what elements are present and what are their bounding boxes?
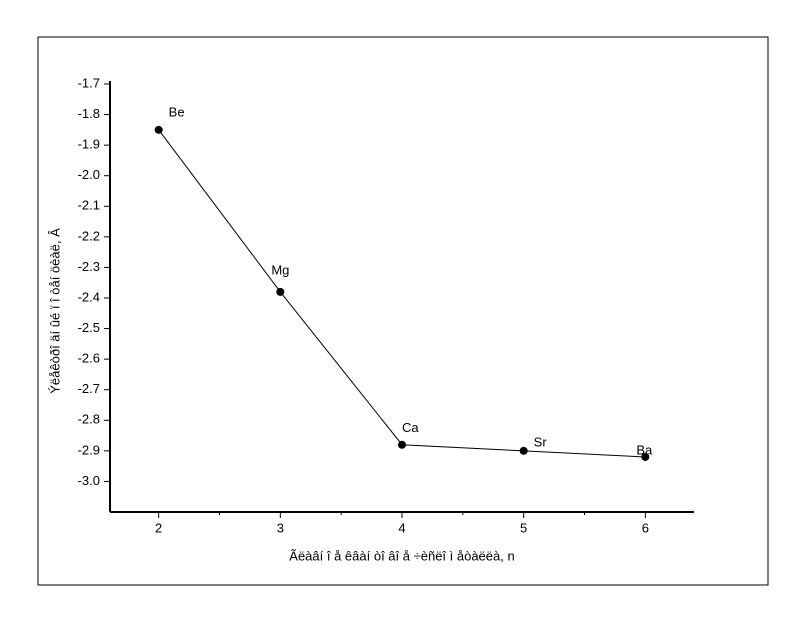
frame <box>37 36 769 586</box>
point <box>154 125 163 134</box>
x-tick-label: 6 <box>642 520 649 535</box>
y-axis-label: Ýëåêòðî äí ûé ï î òåí öèàë, Â <box>47 228 62 394</box>
y-tick-label: -2.7 <box>78 381 100 396</box>
point-label: Sr <box>534 434 548 449</box>
point-label: Ba <box>636 442 653 457</box>
x-tick-label: 4 <box>398 520 405 535</box>
point <box>398 440 406 449</box>
point <box>641 452 650 461</box>
point <box>276 287 285 296</box>
x-tick-label: 5 <box>520 520 527 535</box>
y-tick-label: -1.8 <box>78 106 100 121</box>
x-axis-label: Ãëàâí î å êâàí òî âî å ÷èñëî ì åòàëëà, n <box>289 548 514 563</box>
x-tick-label: 2 <box>155 520 162 535</box>
y-tick-label: -3.0 <box>78 473 100 488</box>
line <box>158 129 646 458</box>
y-tick-label: -2.6 <box>78 351 100 366</box>
y-tick-label: -2.2 <box>78 228 100 243</box>
y-tick-label: -1.9 <box>78 137 100 152</box>
point-label: Ca <box>402 420 419 435</box>
point <box>519 446 528 455</box>
y-tick-label: -2.1 <box>78 198 100 213</box>
y-tick-label: -2.3 <box>78 259 100 274</box>
y-tick-label: -2.8 <box>78 412 100 427</box>
y-tick-label: -2.0 <box>78 167 100 182</box>
y-tick-label: -2.4 <box>78 289 100 304</box>
y-tick-label: -2.9 <box>78 442 100 457</box>
y-tick-label: -1.7 <box>78 75 100 90</box>
point-label: Be <box>169 104 185 119</box>
point-label: Mg <box>271 262 289 277</box>
x-tick-label: 3 <box>277 520 284 535</box>
y-tick-label: -2.5 <box>78 320 100 335</box>
